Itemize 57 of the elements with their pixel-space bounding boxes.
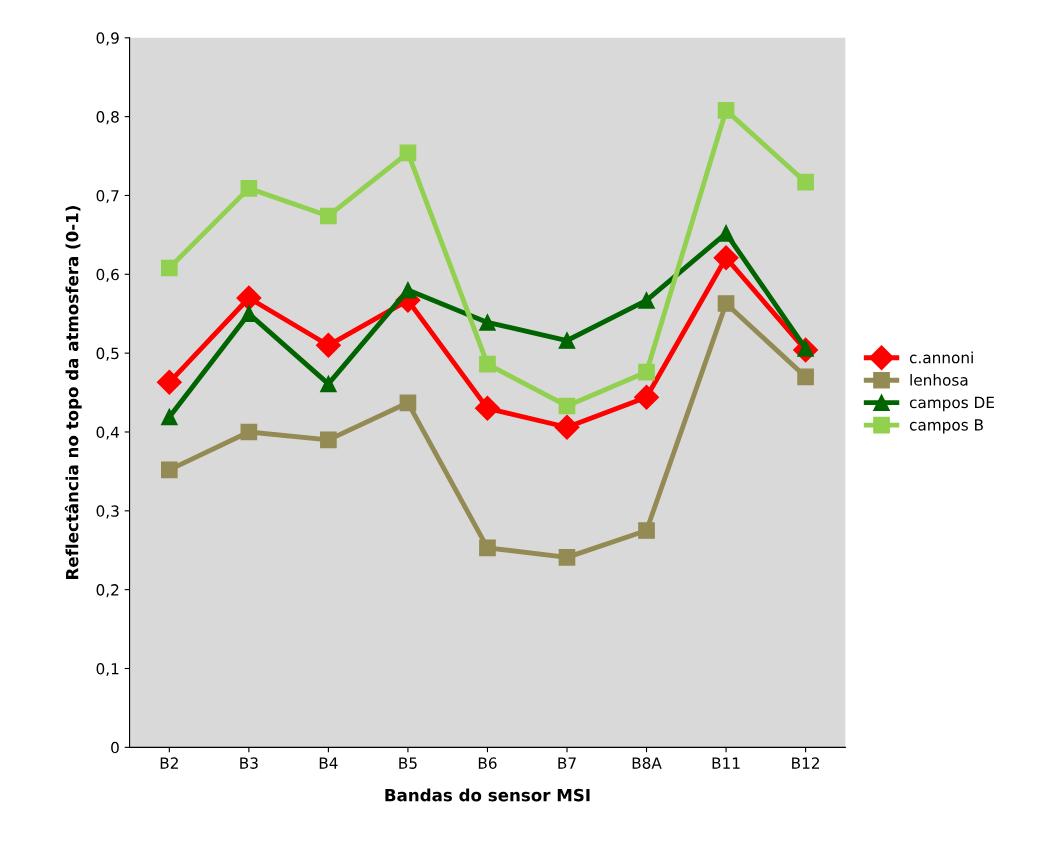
y-tick-label: 0,4	[96, 426, 119, 440]
point	[240, 180, 258, 197]
y-tick-label: 0,9	[96, 32, 119, 46]
y-tick-label: 0,7	[96, 189, 119, 204]
point	[479, 314, 496, 331]
y-tick-label: 0,3	[96, 505, 119, 519]
point	[558, 332, 576, 349]
point	[474, 395, 500, 421]
point	[160, 259, 178, 277]
x-tick-label: B8A	[632, 757, 662, 769]
legend-label: c.annoni	[909, 351, 973, 364]
legend-label: lenhosa	[910, 373, 968, 386]
x-tick-label: B3	[240, 757, 258, 769]
y-tick-label: 0,6	[96, 268, 119, 282]
point	[554, 414, 580, 440]
point	[320, 431, 337, 449]
point	[479, 355, 496, 373]
x-tick-label: B2	[160, 757, 178, 769]
x-tick-label: B7	[558, 757, 576, 769]
y-tick-label: 0,2	[96, 584, 119, 598]
point	[717, 295, 735, 312]
x-tick-label: B11	[712, 757, 740, 769]
legend-label: campos DE	[909, 396, 994, 412]
point	[236, 285, 262, 311]
point	[315, 332, 341, 358]
point	[399, 394, 417, 412]
x-tick-label: B6	[478, 757, 497, 769]
x-axis-title: Bandas do sensor MSI	[385, 788, 590, 802]
point	[713, 245, 739, 271]
legend-label: campos B	[909, 419, 983, 434]
point	[399, 144, 417, 162]
y-tick-label: 0,8	[96, 111, 119, 125]
point	[797, 173, 814, 191]
point	[479, 539, 496, 557]
point	[558, 548, 576, 566]
point	[240, 423, 258, 441]
point	[558, 397, 576, 415]
point	[160, 408, 178, 426]
point	[320, 375, 337, 393]
x-tick-label: B12	[792, 757, 820, 769]
point	[797, 368, 814, 386]
point	[638, 291, 655, 309]
y-tick-label: 0,5	[96, 347, 119, 361]
point	[399, 281, 417, 299]
x-tick-label: B5	[399, 757, 417, 769]
point	[717, 224, 735, 242]
y-tick-label: 0,1	[96, 662, 119, 677]
point	[638, 522, 655, 539]
point	[156, 369, 182, 395]
point	[160, 461, 178, 479]
point	[634, 384, 660, 410]
x-tick-label: B4	[319, 757, 338, 769]
point	[638, 363, 655, 381]
y-tick-label: 0	[111, 741, 119, 754]
point	[320, 207, 337, 225]
y-axis-title: Reflectância no topo da atmosfera (0-1)	[64, 206, 82, 579]
point	[717, 101, 735, 119]
